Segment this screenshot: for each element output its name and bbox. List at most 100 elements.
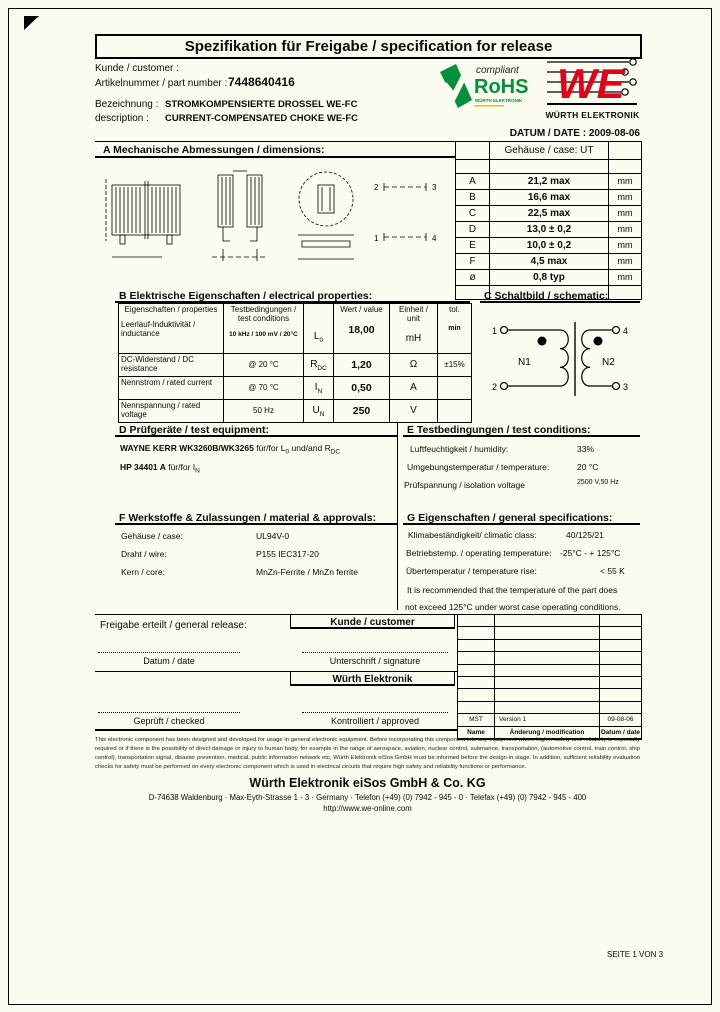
material-value: MnZn-Ferrite / MnZn ferrite xyxy=(256,567,359,577)
approved-signature-line[interactable] xyxy=(302,712,448,713)
winding-label-n1: N1 xyxy=(518,357,531,368)
pin-label: 3 xyxy=(623,382,628,392)
name-header: Name xyxy=(458,726,495,738)
col-tol: tol. xyxy=(449,305,460,314)
we-brand-text: WÜRTH ELEKTRONIK xyxy=(545,110,640,120)
condition-value: 20 °C xyxy=(577,462,599,472)
revision-row xyxy=(458,688,641,701)
table-row: Nennstrom / rated current @ 70 °C IN 0,5… xyxy=(119,376,471,399)
we-letters: WE xyxy=(557,60,627,107)
section-d-title: D Prüfgeräte / test equipment: xyxy=(115,422,397,437)
company-address: D-74638 Waldenburg · Max-Eyth-Strasse 1 … xyxy=(148,793,587,802)
pin-label: 1 xyxy=(492,326,497,336)
disclaimer-text: This electronic component has been desig… xyxy=(95,737,640,770)
footprint-pin-label: 3 xyxy=(432,183,437,192)
table-row: Nennspannung / rated voltage 50 Hz UN 25… xyxy=(119,399,471,422)
polarity-dot xyxy=(593,336,603,346)
modification-header: Änderung / modification xyxy=(495,726,600,738)
revision-date: 09-08-06 xyxy=(607,716,634,724)
divider xyxy=(95,671,457,672)
rohs-compliant-text: compliant xyxy=(476,65,520,76)
designation-value: STROMKOMPENSIERTE DROSSEL WE-FC xyxy=(165,99,358,110)
approved-label: Kontrolliert / approved xyxy=(330,716,420,726)
revision-row xyxy=(458,651,641,664)
table-row xyxy=(456,285,641,299)
revision-row xyxy=(458,626,641,639)
rohs-compliant-icon: compliant RoHS WÜRTH ELEKTRONIK xyxy=(438,62,540,110)
table-row: E 10,0 ± 0,2 mm xyxy=(456,237,641,253)
dimension-table-header: Gehäuse / case: UT xyxy=(456,142,641,159)
revision-initials: MST xyxy=(458,714,495,726)
condition-label: Umgebungstemperatur / temperature: xyxy=(407,462,550,472)
revision-row xyxy=(458,700,641,714)
material-label: Kern / core: xyxy=(121,567,165,577)
schematic-drawing: 1 2 4 3 N1 N2 xyxy=(480,310,640,415)
divider xyxy=(95,729,457,731)
dimension-drawing: 2 3 1 4 xyxy=(100,165,445,278)
description-label: description : xyxy=(95,113,149,124)
electrical-table: Eigenschaften / properties Leerlauf-Indu… xyxy=(118,303,472,423)
spec-value: -25°C - + 125°C xyxy=(560,548,621,558)
designation-label: Bezeichnung : xyxy=(95,99,159,110)
revision-row xyxy=(458,675,641,689)
case-header: Gehäuse / case: UT xyxy=(490,142,609,159)
condition-label: Luftfeuchtigkeit / humidity: xyxy=(410,444,509,454)
page-border xyxy=(8,8,712,1005)
checked-label: Geprüft / checked xyxy=(133,716,205,726)
material-value: P155 IEC317-20 xyxy=(256,549,319,559)
material-label: Draht / wire: xyxy=(121,549,167,559)
footprint-pin-label: 4 xyxy=(432,234,437,243)
divider xyxy=(397,510,398,610)
revision-table: MST Version 1 09-08-06 Name Änderung / m… xyxy=(457,614,642,740)
spec-note: not exceed 125°C under worst case operat… xyxy=(405,602,621,612)
signature-line[interactable] xyxy=(302,652,448,653)
table-row: DC-Widerstand / DC resistance @ 20 °C RD… xyxy=(119,353,471,376)
divider xyxy=(397,422,398,510)
revision-header-row: Name Änderung / modification Datum / dat… xyxy=(458,725,641,738)
date-line: DATUM / DATE : 2009-08-06 xyxy=(509,128,640,139)
date-label: Datum / date xyxy=(143,656,195,666)
customer-signature-header: Kunde / customer xyxy=(290,614,455,629)
we-signature-header: Würth Elektronik xyxy=(290,671,455,686)
condition-label: Prüfspannung / isolation voltage xyxy=(404,480,525,490)
winding-label-n2: N2 xyxy=(602,357,615,368)
revision-version: Version 1 xyxy=(495,714,600,726)
table-row: Eigenschaften / properties Leerlauf-Indu… xyxy=(119,304,471,353)
spec-value: < 55 K xyxy=(600,566,625,576)
material-value: UL94V-0 xyxy=(256,531,290,541)
company-url[interactable]: http://www.we-online.com xyxy=(323,804,412,813)
rohs-text: RoHS xyxy=(474,76,528,98)
customer-label: Kunde / customer : xyxy=(95,63,179,74)
date-header: Datum / date xyxy=(600,728,640,736)
spec-note: It is recommended that the temperature o… xyxy=(407,585,618,595)
dimension-table: Gehäuse / case: UT A 21,2 max mm B 16,6 max… xyxy=(455,141,642,300)
table-row: B 16,6 max mm xyxy=(456,189,641,205)
revision-row xyxy=(458,638,641,652)
table-row: F 4,5 max mm xyxy=(456,253,641,269)
checked-signature-line[interactable] xyxy=(98,712,240,713)
company-name: Würth Elektronik eiSos GmbH & Co. KG xyxy=(249,776,486,790)
test-equipment-line: WAYNE KERR WK3260B/WK3265 für/for L0 und… xyxy=(120,443,341,456)
footprint-pin-label: 1 xyxy=(374,234,379,243)
signature-label: Unterschrift / signature xyxy=(329,656,421,666)
date-signature-line[interactable] xyxy=(98,652,240,653)
section-c-title: C Schaltbild / schematic: xyxy=(480,288,640,303)
condition-value: 2500 V,50 Hz xyxy=(577,479,619,486)
we-logo: WE xyxy=(545,56,640,108)
part-number-value: 7448640416 xyxy=(228,75,295,89)
table-row: C 22,5 max mm xyxy=(456,205,641,221)
test-equipment-line: HP 34401 A für/for IN xyxy=(120,462,200,475)
section-g-title: G Eigenschaften / general specifications… xyxy=(403,510,640,525)
col-value: Wert / value xyxy=(340,305,383,314)
pin-label: 4 xyxy=(623,326,628,336)
col-unit: Einheit / unit xyxy=(399,305,428,323)
spec-label: Klimabeständigkeit/ climatic class: xyxy=(408,530,537,540)
footprint-pin-label: 2 xyxy=(374,183,379,192)
revision-row: MST Version 1 09-08-06 xyxy=(458,713,641,726)
section-f-title: F Werkstoffe & Zulassungen / material & … xyxy=(115,510,397,525)
condition-value: 33% xyxy=(577,444,595,454)
description-value: CURRENT-COMPENSATED CHOKE WE-FC xyxy=(165,113,358,124)
spec-label: Betriebstemp. / operating temperature: xyxy=(406,548,552,558)
document-title: Spezifikation für Freigabe / specificati… xyxy=(95,34,642,59)
revision-row xyxy=(458,663,641,676)
